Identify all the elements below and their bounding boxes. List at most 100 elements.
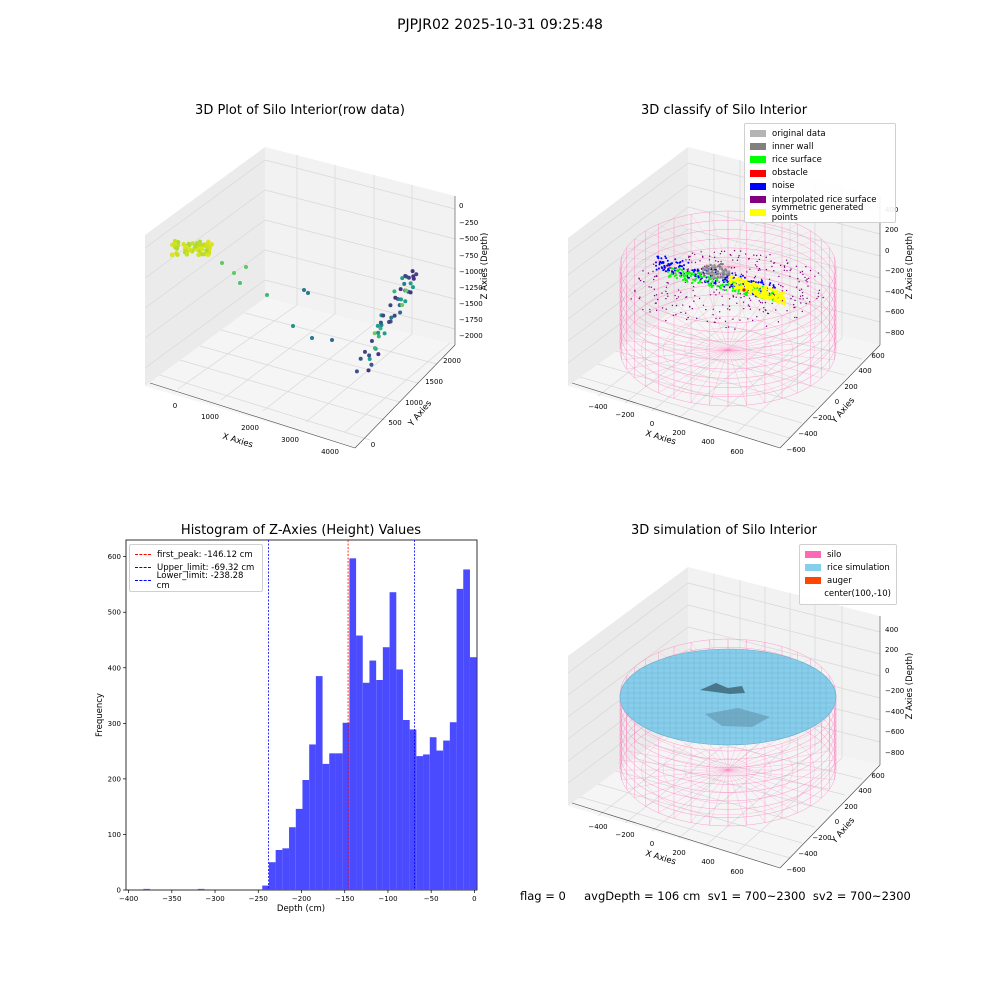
silo-roof-spoke	[727, 247, 830, 268]
interpolated-point	[801, 310, 804, 313]
scatter-point	[376, 334, 381, 339]
interpolated-point	[721, 295, 723, 298]
panel2-ztick: −600	[885, 308, 904, 316]
interpolated-point	[643, 281, 645, 283]
legend-label: obstacle	[772, 168, 808, 179]
symmetric-point	[760, 294, 764, 298]
legend-label: first_peak: -146.12 cm	[157, 549, 253, 560]
scatter-point	[393, 295, 398, 300]
interpolated-point	[757, 269, 760, 271]
interpolated-point	[695, 317, 698, 320]
interpolated-point	[758, 300, 760, 302]
silo-roof-spoke	[727, 266, 835, 277]
histogram-xtick-label: −50	[424, 895, 439, 903]
panel2-ytick: −400	[798, 430, 817, 438]
noise-point	[655, 261, 658, 264]
panel2-xtick: 400	[701, 438, 714, 446]
histogram-bar	[302, 780, 310, 890]
symmetric-point	[761, 291, 765, 294]
noise-point	[682, 268, 685, 271]
noise-point	[723, 285, 726, 288]
scatter-point	[367, 356, 372, 361]
rice-surface-point	[711, 280, 714, 283]
panel1-yticks: 0 500 1000 1500 2000	[371, 357, 461, 449]
interpolated-point	[691, 252, 694, 254]
interpolated-point	[785, 289, 788, 292]
scatter-point	[410, 285, 415, 290]
symmetric-point	[752, 288, 756, 292]
panel2-silo-wireframe	[619, 210, 837, 407]
interpolated-point	[796, 316, 798, 319]
rice-surface-point	[680, 268, 684, 272]
symmetric-point	[780, 301, 784, 305]
interpolated-point	[733, 266, 736, 269]
interpolated-point	[739, 319, 741, 321]
interpolated-point	[748, 297, 751, 299]
interpolated-point	[676, 297, 678, 300]
interpolated-point	[739, 250, 742, 252]
noise-point	[743, 276, 746, 279]
legend-label: rice simulation	[827, 562, 890, 573]
noise-point	[692, 270, 695, 273]
histogram-bar	[262, 885, 269, 890]
silo-floor-spoke	[727, 769, 798, 814]
scatter-point	[388, 303, 393, 308]
silo-floor-spoke	[645, 733, 729, 771]
interpolated-point	[808, 301, 811, 303]
scatter-point	[188, 247, 193, 253]
interpolated-point	[760, 278, 763, 281]
rice-surface-point	[770, 292, 773, 295]
silo-floor-spoke	[673, 301, 729, 351]
scatter-point	[406, 275, 411, 280]
histogram-bar	[289, 827, 296, 890]
symmetric-point	[745, 284, 748, 288]
silo-floor-spoke	[727, 306, 798, 351]
interpolated-point	[689, 255, 691, 258]
scatter-point	[372, 346, 377, 351]
scatter-point	[381, 313, 386, 318]
silo-roof-spoke	[727, 238, 822, 268]
symmetric-point	[770, 294, 773, 298]
silo-floor-spoke	[621, 340, 729, 351]
interpolated-point	[754, 295, 757, 297]
legend-item: auger	[805, 574, 891, 587]
interpolated-point	[720, 260, 722, 263]
interpolated-point	[814, 275, 816, 278]
histogram-bar	[315, 676, 323, 890]
interpolated-point	[691, 307, 693, 310]
interpolated-point	[749, 308, 752, 310]
noise-point	[678, 261, 681, 264]
interpolated-point	[718, 311, 721, 313]
scatter-point	[205, 252, 210, 257]
scatter-point	[375, 323, 380, 328]
interpolated-point	[720, 250, 723, 253]
legend-swatch	[805, 551, 821, 559]
symmetric-point	[739, 286, 743, 290]
scatter-point	[404, 288, 409, 293]
scatter-point	[372, 331, 377, 336]
histogram-xtick-label: −250	[249, 895, 268, 903]
noise-point	[663, 268, 666, 271]
histogram-bar	[275, 850, 283, 890]
histogram-bar	[197, 888, 205, 890]
interpolated-point	[746, 271, 748, 273]
interpolated-point	[647, 272, 650, 274]
histogram-ytick-label: 200	[108, 775, 121, 783]
interpolated-point	[665, 286, 668, 288]
histogram-bar	[456, 588, 464, 890]
inner-wall-point	[713, 273, 716, 276]
panel4-ztick: 0	[885, 667, 889, 675]
histogram-xtick-label: −350	[162, 895, 181, 903]
panel4-zlabel: Z Axies (Depth)	[905, 653, 915, 720]
interpolated-point	[773, 262, 776, 264]
panel2-xtick: −400	[588, 403, 607, 411]
histogram-legend: first_peak: -146.12 cm Upper_limit: -69.…	[129, 544, 263, 592]
interpolated-point	[773, 294, 776, 296]
rice-surface-point	[675, 276, 679, 280]
scatter-point	[302, 288, 306, 292]
silo-floor-spoke	[727, 297, 766, 351]
panel4-ztick: 400	[885, 626, 898, 634]
silo-roof-spoke	[709, 266, 729, 323]
interpolated-point	[817, 292, 820, 294]
interpolated-point	[806, 297, 808, 299]
